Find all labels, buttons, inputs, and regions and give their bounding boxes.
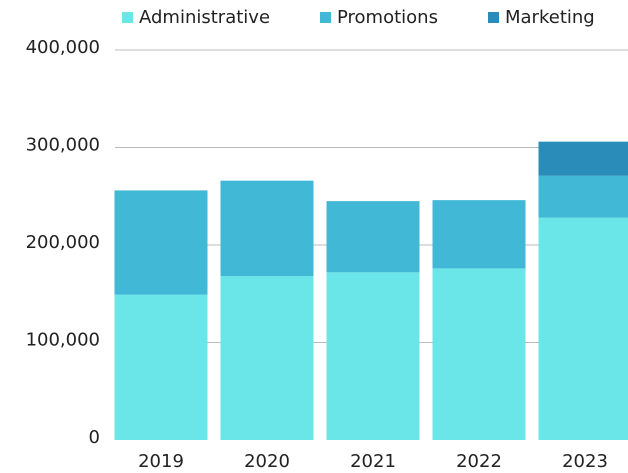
y-tick-label: 0 [89,427,100,448]
x-tick-label: 2021 [350,451,396,472]
legend-swatch [488,12,499,23]
bar-segment [114,294,208,440]
y-tick-label: 300,000 [26,135,100,156]
legend-swatch [320,12,331,23]
bar-segment [326,272,420,440]
x-tick-label: 2023 [562,451,608,472]
bar-segment [220,276,314,440]
legend-label: Administrative [139,7,270,28]
y-tick-label: 100,000 [26,330,100,351]
bar-segment [114,190,208,295]
x-tick-label: 2020 [244,451,290,472]
bar-segment [538,141,628,176]
bar-segment [538,175,628,218]
y-tick-label: 200,000 [26,232,100,253]
y-tick-label: 400,000 [26,37,100,58]
x-tick-label: 2022 [456,451,502,472]
bar-segment [432,268,526,440]
bar-segment [220,180,314,277]
bar-segment [326,201,420,273]
bar-segment [432,200,526,269]
x-tick-label: 2019 [138,451,184,472]
legend-swatch [122,12,133,23]
legend-label: Marketing [505,7,595,28]
bar-segment [538,217,628,440]
legend-label: Promotions [337,7,438,28]
